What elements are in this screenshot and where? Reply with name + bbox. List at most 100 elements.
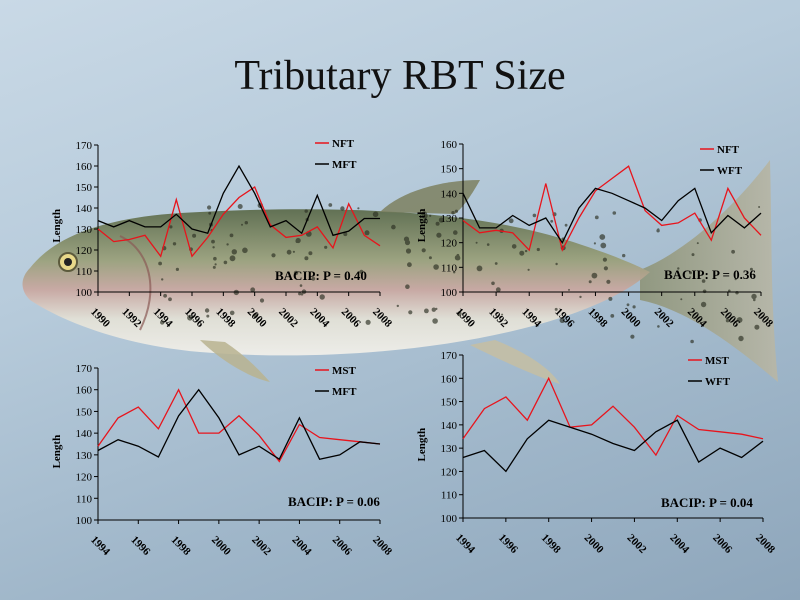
- y-tick-label: 170: [76, 363, 93, 375]
- trout-spot: [259, 298, 265, 303]
- trout-spot: [508, 218, 514, 224]
- trout-spot: [519, 250, 525, 256]
- x-tick-label: 2008: [370, 534, 394, 558]
- trout-spot: [691, 253, 695, 257]
- y-tick-label: 120: [441, 466, 458, 478]
- trout-spot: [424, 308, 429, 314]
- trout-spot: [311, 276, 316, 281]
- trout-spot: [365, 319, 371, 325]
- x-tick-label: 1998: [169, 534, 193, 558]
- y-tick-label: 130: [441, 213, 458, 225]
- trout-spot: [271, 253, 276, 258]
- trout-spot: [161, 278, 164, 281]
- series-line-wft: [462, 419, 764, 473]
- trout-spot: [608, 296, 613, 301]
- x-tick-label: 2006: [710, 532, 734, 556]
- x-tick-label: 1990: [88, 306, 112, 330]
- chart-panel-1: 100 110 120 130 140 150 160 170 1990 1992 1994 1996…: [51, 138, 394, 330]
- trout-spot: [456, 311, 462, 317]
- trout-spot: [212, 246, 215, 249]
- trout-spot: [292, 250, 295, 253]
- trout-spot: [169, 225, 173, 229]
- y-tick-label: 160: [76, 161, 93, 173]
- trout-spot: [725, 318, 730, 323]
- trout-spot: [428, 256, 432, 260]
- trout-spot: [433, 264, 439, 270]
- trout-spot: [758, 206, 761, 208]
- y-tick-label: 100: [76, 515, 93, 527]
- trout-spot: [524, 249, 528, 253]
- trout-spot: [622, 253, 626, 258]
- y-axis-label: Length: [416, 428, 428, 462]
- y-axis-label: Length: [416, 209, 428, 243]
- y-tick-label: 170: [441, 350, 458, 362]
- trout-spot: [454, 209, 458, 213]
- series-line-mst: [462, 376, 764, 457]
- series-line-mft: [97, 164, 380, 237]
- x-tick-label: 2008: [753, 532, 777, 556]
- trout-spot: [213, 256, 217, 261]
- y-tick-label: 170: [76, 140, 93, 152]
- bacip-annotation: BACIP: P = 0.36: [664, 267, 756, 282]
- legend-label-nft: NFT: [717, 144, 740, 156]
- trout-spot: [435, 307, 438, 311]
- x-tick-label: 2006: [330, 534, 354, 558]
- trout-spot: [527, 268, 530, 271]
- y-tick-label: 130: [76, 450, 93, 462]
- trout-spot: [208, 211, 212, 215]
- x-tick-label: 2006: [339, 306, 363, 330]
- y-tick-label: 150: [76, 406, 93, 418]
- x-tick-label: 2002: [249, 534, 273, 558]
- x-tick-label: 2008: [751, 306, 775, 330]
- trout-spot: [431, 307, 436, 312]
- trout-spot: [536, 247, 540, 252]
- trout-spot: [701, 279, 706, 283]
- trout-spot: [689, 271, 692, 275]
- trout-spot: [212, 265, 216, 269]
- series-line-mst: [97, 388, 381, 463]
- y-tick-label: 150: [76, 182, 93, 194]
- trout-spot: [304, 209, 308, 213]
- trout-spot: [343, 232, 348, 237]
- x-tick-label: 1990: [453, 306, 477, 330]
- y-axis-label: Length: [51, 209, 63, 243]
- y-tick-label: 140: [441, 188, 458, 200]
- y-tick-label: 110: [441, 262, 458, 274]
- trout-spot: [554, 307, 558, 311]
- trout-spot: [364, 230, 370, 236]
- chart-panel-2: 100 110 120 130 140 150 160 1990 1992 1994 1996 199…: [416, 139, 775, 330]
- trout-spot: [550, 219, 554, 223]
- trout-spot: [559, 317, 565, 323]
- y-tick-label: 130: [76, 224, 93, 236]
- x-tick-label: 1992: [486, 306, 510, 330]
- x-tick-label: 1996: [552, 306, 576, 330]
- trout-spot: [600, 242, 607, 249]
- trout-spot: [436, 232, 442, 238]
- x-tick-label: 2004: [667, 532, 691, 556]
- trout-pectoral-fin: [200, 340, 270, 382]
- trout-spot: [475, 241, 478, 244]
- x-tick-label: 2002: [652, 306, 676, 330]
- trout-spot: [753, 298, 756, 302]
- trout-spot: [229, 310, 235, 316]
- trout-spot: [241, 223, 243, 226]
- trout-spot: [593, 242, 597, 245]
- trout-spot: [293, 270, 299, 276]
- trout-dorsal-fin: [380, 180, 480, 214]
- x-tick-label: 2000: [245, 306, 269, 330]
- trout-spot: [421, 248, 426, 253]
- trout-spot: [476, 265, 483, 272]
- bacip-annotation: BACIP: P = 0.40: [275, 268, 367, 283]
- trout-spot: [175, 267, 179, 271]
- trout-spot: [555, 262, 558, 266]
- trout-spot: [486, 243, 490, 246]
- trout-spot: [308, 251, 313, 256]
- trout-spot: [158, 261, 163, 266]
- trout-spot: [680, 298, 683, 301]
- trout-body: [22, 209, 650, 356]
- trout-spot: [187, 314, 193, 321]
- trout-spot: [456, 256, 461, 261]
- trout-gill-plate: [119, 235, 152, 331]
- legend-label-nft: NFT: [332, 138, 355, 150]
- x-tick-label: 2008: [370, 306, 394, 330]
